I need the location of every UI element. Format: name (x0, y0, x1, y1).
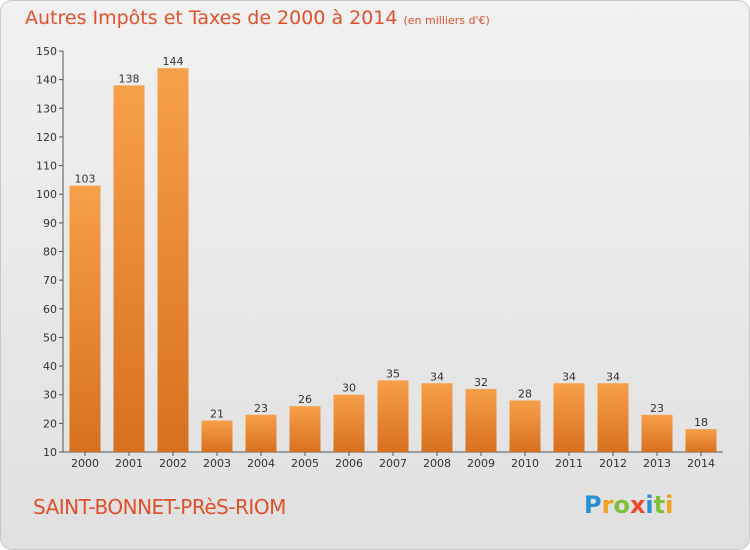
chart-title: Autres Impôts et Taxes de 2000 à 2014 (en… (25, 7, 490, 29)
logo-letter: i (645, 491, 654, 519)
bar (69, 185, 101, 452)
bar-value-label: 35 (386, 367, 400, 380)
bar (157, 68, 189, 452)
bar (597, 383, 629, 452)
bar-value-label: 23 (254, 402, 268, 415)
bar-value-label: 34 (606, 370, 620, 383)
y-tick-label: 130 (36, 102, 57, 115)
x-tick-label: 2012 (599, 457, 627, 470)
bar-value-label: 138 (119, 72, 140, 85)
bar-value-label: 28 (518, 387, 532, 400)
logo-letter: P (584, 491, 602, 519)
chart-subtitle: (en milliers d'€) (403, 14, 490, 27)
y-tick-label: 140 (36, 74, 57, 87)
x-tick-label: 2013 (643, 457, 671, 470)
proxiti-logo: Proxiti (584, 491, 673, 519)
bar (113, 85, 145, 452)
bar (289, 406, 321, 452)
chart-title-text: Autres Impôts et Taxes de 2000 à 2014 (25, 7, 398, 29)
y-tick-label: 90 (43, 217, 57, 230)
y-tick-label: 70 (43, 274, 57, 287)
y-tick-label: 150 (36, 45, 57, 58)
bar-value-label: 23 (650, 402, 664, 415)
y-tick-label: 80 (43, 246, 57, 259)
x-tick-label: 2000 (71, 457, 99, 470)
bar (377, 380, 409, 452)
bar (421, 383, 453, 452)
bar-value-label: 30 (342, 382, 356, 395)
x-tick-label: 2001 (115, 457, 143, 470)
y-tick-label: 120 (36, 131, 57, 144)
bar (553, 383, 585, 452)
bar (201, 420, 233, 452)
x-tick-label: 2008 (423, 457, 451, 470)
x-tick-label: 2014 (687, 457, 715, 470)
chart-bars (69, 68, 717, 452)
x-tick-label: 2003 (203, 457, 231, 470)
place-name: SAINT-BONNET-PRèS-RIOM (33, 495, 286, 519)
y-tick-label: 100 (36, 188, 57, 201)
bar (685, 429, 717, 452)
y-tick-label: 50 (43, 331, 57, 344)
x-tick-label: 2004 (247, 457, 275, 470)
x-tick-label: 2006 (335, 457, 363, 470)
x-tick-label: 2009 (467, 457, 495, 470)
bar-value-label: 26 (298, 393, 312, 406)
bar (245, 414, 277, 452)
bar (641, 414, 673, 452)
bar (333, 394, 365, 452)
y-tick-label: 40 (43, 360, 57, 373)
y-tick-label: 10 (43, 446, 57, 459)
logo-letter: o (613, 491, 630, 519)
logo-letter: r (601, 491, 614, 519)
x-tick-label: 2010 (511, 457, 539, 470)
bar-value-label: 34 (430, 370, 444, 383)
chart-value-labels: 103 138 144 21 23 26 30 35 34 32 28 34 34 23 18 (75, 55, 709, 429)
bar (465, 388, 497, 452)
bar-value-label: 18 (694, 416, 708, 429)
x-tick-label: 2002 (159, 457, 187, 470)
y-tick-label: 30 (43, 389, 57, 402)
x-tick-label: 2007 (379, 457, 407, 470)
bar-value-label: 21 (210, 407, 224, 420)
x-tick-label: 2011 (555, 457, 583, 470)
logo-letter: x (629, 491, 646, 519)
logo-letter: t (653, 491, 666, 519)
bar-value-label: 34 (562, 370, 576, 383)
x-tick-label: 2005 (291, 457, 319, 470)
bar-value-label: 103 (75, 173, 96, 186)
bar-value-label: 144 (163, 55, 184, 68)
y-tick-label: 20 (43, 417, 57, 430)
bar (509, 400, 541, 452)
y-tick-label: 110 (36, 160, 57, 173)
bar-value-label: 32 (474, 376, 488, 389)
y-tick-label: 60 (43, 303, 57, 316)
logo-letter: i (665, 491, 674, 519)
